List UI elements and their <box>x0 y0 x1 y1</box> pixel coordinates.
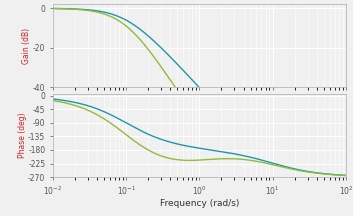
Y-axis label: Gain (dB): Gain (dB) <box>23 28 31 64</box>
Y-axis label: Phase (deg): Phase (deg) <box>18 113 27 158</box>
X-axis label: Frequency (rad/s): Frequency (rad/s) <box>160 199 239 208</box>
